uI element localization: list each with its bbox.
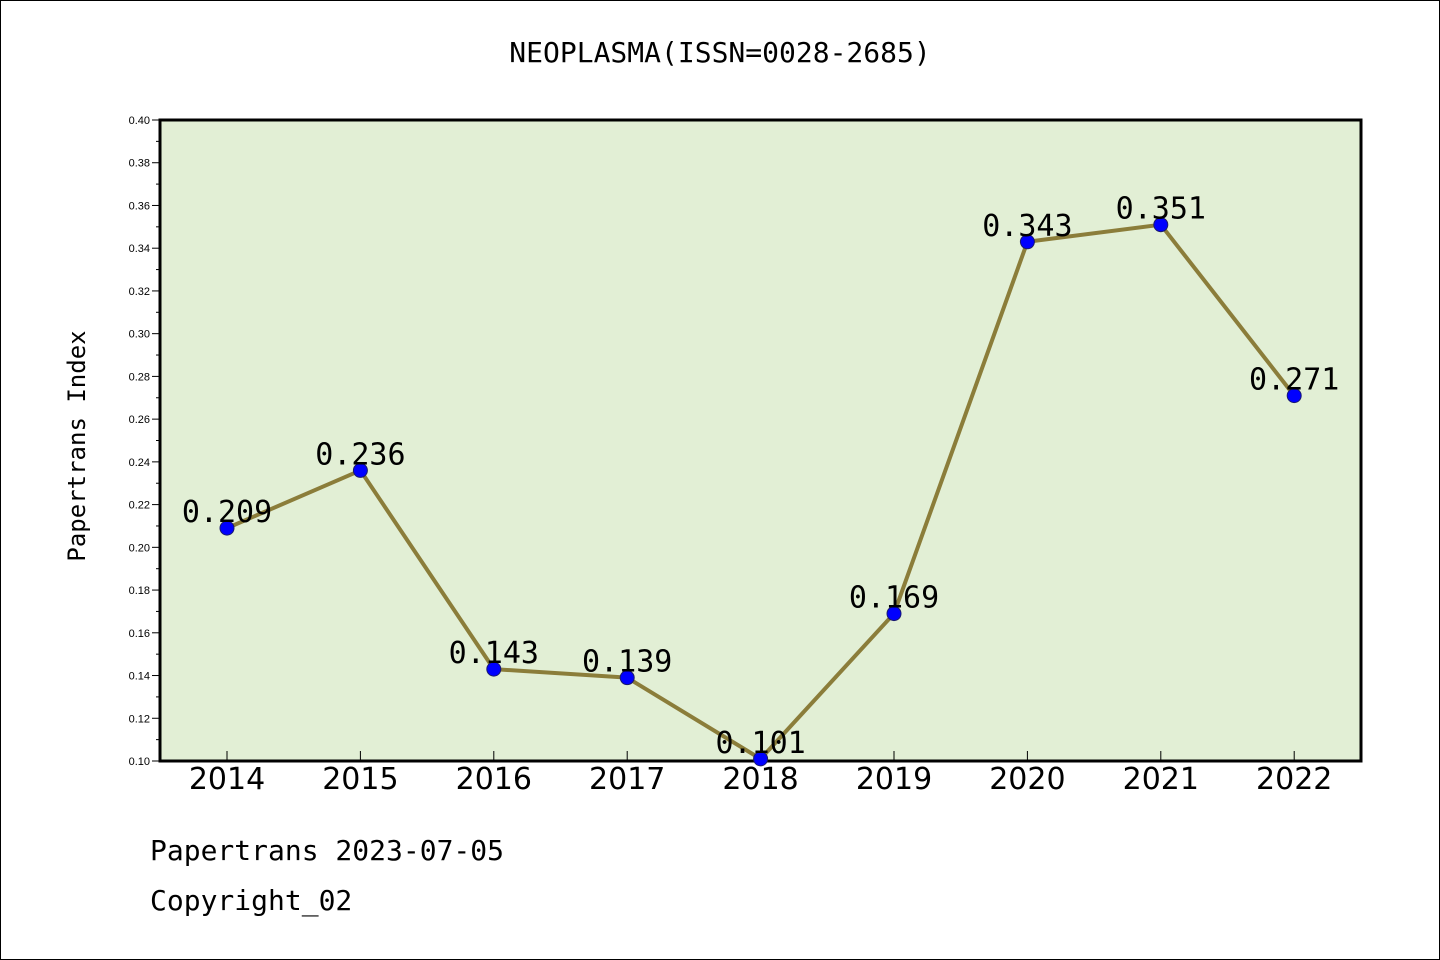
- data-point: [886, 606, 902, 622]
- y-tick-label: 0.40: [129, 115, 150, 127]
- data-point: [352, 462, 368, 478]
- y-tick-label: 0.34: [129, 243, 150, 255]
- y-tick-label: 0.38: [129, 158, 150, 170]
- x-tick-label: 2014: [189, 762, 265, 797]
- data-label: 0.143: [449, 636, 539, 671]
- data-label: 0.343: [982, 209, 1072, 244]
- data-point: [753, 751, 769, 767]
- data-label: 0.139: [582, 645, 672, 680]
- y-tick-label: 0.16: [129, 628, 150, 640]
- data-point: [486, 661, 502, 677]
- data-label: 0.236: [315, 437, 405, 472]
- y-tick-label: 0.12: [129, 713, 150, 725]
- data-point: [619, 670, 635, 686]
- data-label: 0.351: [1116, 192, 1206, 227]
- series-papertrans-index: [219, 217, 1302, 767]
- data-point: [1019, 234, 1035, 250]
- x-tick-label: 2015: [322, 762, 398, 797]
- data-labels: 0.209 0.236 0.143 0.139 0.101 0.169 0.343 0.351…: [182, 192, 1340, 761]
- data-label: 0.169: [849, 581, 939, 616]
- y-tick-label: 0.10: [129, 756, 150, 768]
- x-tick-label: 2018: [722, 762, 798, 797]
- footer-date: Papertrans 2023-07-05: [150, 834, 505, 867]
- y-tick-label: 0.32: [129, 286, 150, 298]
- y-tick-label: 0.36: [129, 200, 150, 212]
- y-tick-label: 0.20: [129, 542, 150, 554]
- x-tick-label: 2022: [1256, 762, 1332, 797]
- x-tick-label: 2021: [1123, 762, 1199, 797]
- x-axis: 2014 2015 2016 2017 2018 2019 2020 2021 2022: [189, 751, 1332, 797]
- x-tick-label: 2017: [589, 762, 665, 797]
- data-point: [1153, 217, 1169, 233]
- data-point: [219, 520, 235, 536]
- footer-copyright: Copyright_02: [150, 884, 353, 917]
- y-tick-label: 0.24: [129, 457, 150, 469]
- y-tick-label: 0.26: [129, 414, 150, 426]
- y-tick-label: 0.22: [129, 500, 150, 512]
- data-point: [1286, 388, 1302, 404]
- y-tick-label: 0.30: [129, 329, 150, 341]
- y-tick-label: 0.14: [129, 671, 150, 683]
- data-label: 0.101: [715, 726, 805, 761]
- chart-title: NEOPLASMA(ISSN=0028-2685): [509, 36, 931, 69]
- y-axis: 0.10 0.12 0.14 0.16 0.18 0.20 0.22 0.24 0.26 0.28…: [129, 115, 160, 768]
- x-tick-label: 2016: [456, 762, 532, 797]
- x-tick-label: 2020: [989, 762, 1065, 797]
- data-label: 0.209: [182, 495, 272, 530]
- y-tick-label: 0.18: [129, 585, 150, 597]
- y-axis-label: Papertrans Index: [63, 330, 91, 561]
- data-label: 0.271: [1249, 363, 1339, 398]
- x-tick-label: 2019: [856, 762, 932, 797]
- y-tick-label: 0.28: [129, 371, 150, 383]
